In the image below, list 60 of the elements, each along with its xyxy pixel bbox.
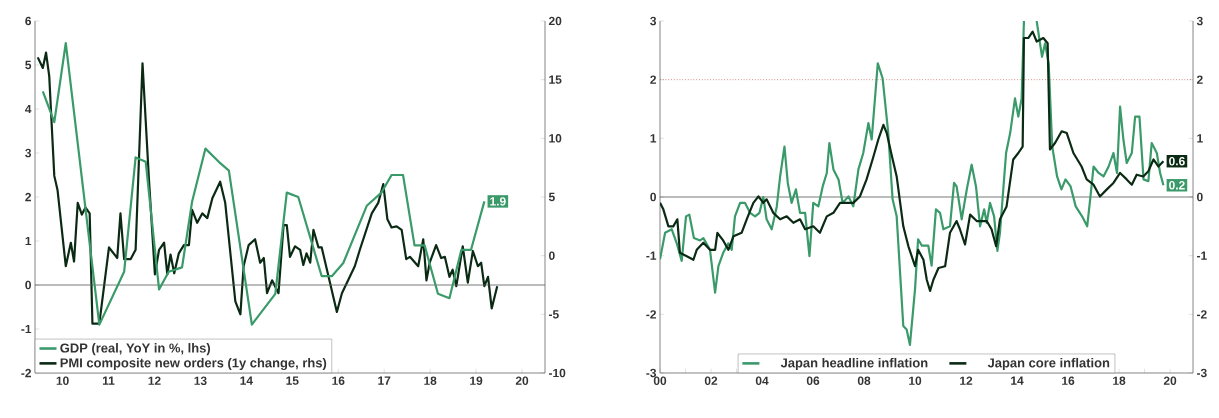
y2-tick-label: -1 bbox=[646, 251, 657, 260]
y2-tick-label: -10 bbox=[548, 368, 566, 378]
y2-tick-label: -5 bbox=[548, 310, 559, 319]
y2-tick-label: 3 bbox=[650, 16, 657, 26]
x-tick-label: 12 bbox=[960, 376, 973, 385]
x-tick-label: 17 bbox=[378, 376, 391, 385]
y-tick-label: 3 bbox=[25, 148, 32, 158]
x-tick-label: 00 bbox=[653, 376, 667, 385]
y2-tick-label: 0 bbox=[548, 251, 555, 260]
y2-tick-label: 10 bbox=[549, 134, 562, 143]
x-tick-label: 04 bbox=[755, 376, 769, 385]
y-tick-label: 3 bbox=[1196, 16, 1203, 26]
y-tick-label: 1 bbox=[1197, 134, 1203, 143]
x-tick-label: 15 bbox=[286, 376, 299, 385]
x-tick-label: 18 bbox=[1113, 376, 1126, 385]
legend-label: Japan headline inflation bbox=[780, 357, 928, 371]
x-tick-label: 20 bbox=[1163, 376, 1177, 385]
x-tick-label: 16 bbox=[1062, 376, 1075, 385]
x-tick-label: 14 bbox=[1011, 376, 1024, 385]
y-tick-label: 6 bbox=[25, 16, 32, 26]
y2-tick-label: 0 bbox=[650, 192, 656, 202]
y-tick-label: -1 bbox=[1197, 251, 1207, 260]
x-tick-label: 14 bbox=[240, 376, 253, 385]
y2-tick-label: 5 bbox=[548, 192, 555, 202]
x-tick-label: 19 bbox=[470, 376, 483, 385]
y-tick-label: -3 bbox=[1197, 368, 1207, 378]
y2-tick-label: -3 bbox=[646, 368, 657, 378]
data-label: 0.2 bbox=[1169, 181, 1185, 190]
y-tick-label: 0 bbox=[25, 280, 31, 290]
y2-tick-label: 15 bbox=[549, 75, 562, 84]
y-tick-label: -2 bbox=[1197, 310, 1207, 319]
data-label: 0.6 bbox=[1169, 156, 1185, 166]
y-tick-label: 1 bbox=[25, 236, 32, 246]
x-tick-label: 08 bbox=[857, 376, 871, 385]
y2-tick-label: 1 bbox=[650, 134, 657, 143]
x-tick-label: 06 bbox=[806, 376, 820, 385]
x-tick-label: 11 bbox=[102, 376, 115, 385]
x-tick-label: 12 bbox=[148, 376, 161, 385]
x-tick-label: 13 bbox=[194, 376, 207, 386]
y-tick-label: 4 bbox=[25, 104, 32, 114]
legend-label: Japan core inflation bbox=[987, 357, 1110, 371]
x-tick-label: 10 bbox=[909, 376, 922, 385]
x-tick-label: 16 bbox=[332, 376, 345, 385]
line-series bbox=[660, 30, 1165, 292]
y-tick-label: 2 bbox=[25, 192, 31, 202]
y-tick-label: -1 bbox=[21, 324, 32, 334]
legend-label: PMI composite new orders (1y change, rhs) bbox=[60, 357, 327, 371]
y2-tick-label: 2 bbox=[650, 75, 657, 84]
x-tick-label: 10 bbox=[56, 376, 69, 385]
y-tick-label: -2 bbox=[21, 368, 31, 378]
legend-label: GDP (real, YoY in %, lhs) bbox=[60, 343, 211, 356]
y-tick-label: 0 bbox=[1197, 192, 1203, 202]
y-tick-label: 2 bbox=[1196, 75, 1203, 84]
data-label: 1.9 bbox=[490, 197, 506, 206]
x-tick-label: 18 bbox=[424, 376, 437, 385]
y2-tick-label: -2 bbox=[646, 310, 657, 319]
x-tick-label: 20 bbox=[515, 376, 529, 385]
y2-tick-label: 20 bbox=[548, 16, 562, 26]
x-tick-label: 02 bbox=[704, 376, 718, 385]
y-tick-label: 5 bbox=[25, 60, 32, 70]
